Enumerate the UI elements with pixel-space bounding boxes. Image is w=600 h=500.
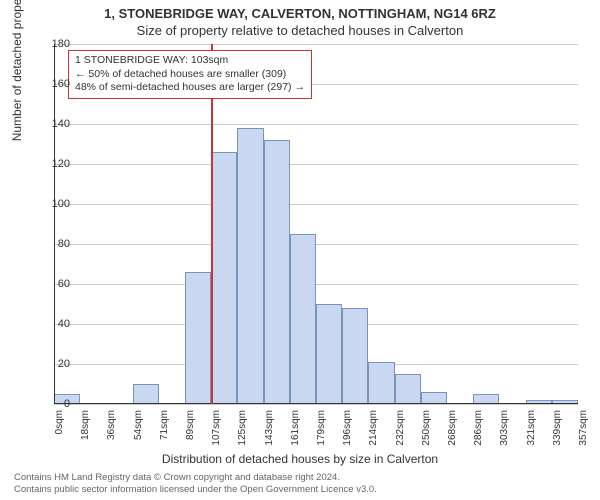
y-tick-label: 40 bbox=[58, 318, 70, 330]
footer-line-2: Contains public sector information licen… bbox=[14, 484, 377, 496]
info-box-line: 1 STONEBRIDGE WAY: 103sqm bbox=[75, 54, 305, 68]
histogram-bar bbox=[185, 272, 211, 404]
property-info-box: 1 STONEBRIDGE WAY: 103sqm← 50% of detach… bbox=[68, 50, 312, 99]
x-tick-label: 54sqm bbox=[133, 410, 144, 450]
histogram-bar bbox=[290, 234, 316, 404]
grid-line bbox=[54, 124, 578, 125]
histogram-bar bbox=[342, 308, 368, 404]
footer-text: Contains HM Land Registry data © Crown c… bbox=[14, 472, 377, 496]
grid-line bbox=[54, 204, 578, 205]
x-tick-label: 107sqm bbox=[211, 410, 222, 450]
x-tick-label: 71sqm bbox=[159, 410, 170, 450]
histogram-bar bbox=[316, 304, 342, 404]
info-box-line: ← 50% of detached houses are smaller (30… bbox=[75, 68, 305, 82]
x-tick-label: 179sqm bbox=[316, 410, 327, 450]
y-tick-label: 140 bbox=[52, 118, 70, 130]
chart-title-sub: Size of property relative to detached ho… bbox=[0, 21, 600, 38]
x-axis-line bbox=[54, 403, 578, 404]
y-tick-label: 160 bbox=[52, 78, 70, 90]
footer-line-1: Contains HM Land Registry data © Crown c… bbox=[14, 472, 377, 484]
histogram-bar bbox=[133, 384, 159, 404]
y-axis-title: Number of detached properties bbox=[10, 0, 24, 141]
y-tick-label: 180 bbox=[52, 38, 70, 50]
x-axis-title: Distribution of detached houses by size … bbox=[0, 452, 600, 466]
x-tick-label: 214sqm bbox=[368, 410, 379, 450]
y-tick-label: 0 bbox=[64, 398, 70, 410]
y-tick-label: 100 bbox=[52, 198, 70, 210]
histogram-bar bbox=[264, 140, 290, 404]
grid-line bbox=[54, 164, 578, 165]
x-tick-label: 18sqm bbox=[80, 410, 91, 450]
x-tick-label: 286sqm bbox=[473, 410, 484, 450]
grid-line bbox=[54, 244, 578, 245]
grid-line bbox=[54, 44, 578, 45]
x-tick-label: 232sqm bbox=[395, 410, 406, 450]
x-tick-label: 196sqm bbox=[342, 410, 353, 450]
info-box-line: 48% of semi-detached houses are larger (… bbox=[75, 81, 305, 95]
x-tick-label: 339sqm bbox=[552, 410, 563, 450]
x-tick-label: 321sqm bbox=[526, 410, 537, 450]
grid-line bbox=[54, 284, 578, 285]
x-tick-label: 357sqm bbox=[578, 410, 589, 450]
y-tick-label: 60 bbox=[58, 278, 70, 290]
x-tick-label: 89sqm bbox=[185, 410, 196, 450]
y-tick-label: 20 bbox=[58, 358, 70, 370]
histogram-bar bbox=[211, 152, 237, 404]
y-tick-label: 80 bbox=[58, 238, 70, 250]
x-tick-label: 161sqm bbox=[290, 410, 301, 450]
y-tick-label: 120 bbox=[52, 158, 70, 170]
histogram-bar bbox=[237, 128, 263, 404]
chart-container: 1, STONEBRIDGE WAY, CALVERTON, NOTTINGHA… bbox=[0, 0, 600, 500]
x-tick-label: 303sqm bbox=[499, 410, 510, 450]
x-tick-label: 0sqm bbox=[54, 410, 65, 450]
x-tick-label: 268sqm bbox=[447, 410, 458, 450]
grid-line bbox=[54, 404, 578, 405]
plot-area: 1 STONEBRIDGE WAY: 103sqm← 50% of detach… bbox=[54, 44, 578, 404]
x-tick-label: 143sqm bbox=[264, 410, 275, 450]
y-axis-line bbox=[54, 44, 55, 404]
histogram-bar bbox=[395, 374, 421, 404]
histogram-bar bbox=[368, 362, 394, 404]
x-tick-label: 36sqm bbox=[106, 410, 117, 450]
x-tick-label: 125sqm bbox=[237, 410, 248, 450]
x-tick-label: 250sqm bbox=[421, 410, 432, 450]
chart-title-main: 1, STONEBRIDGE WAY, CALVERTON, NOTTINGHA… bbox=[0, 0, 600, 21]
